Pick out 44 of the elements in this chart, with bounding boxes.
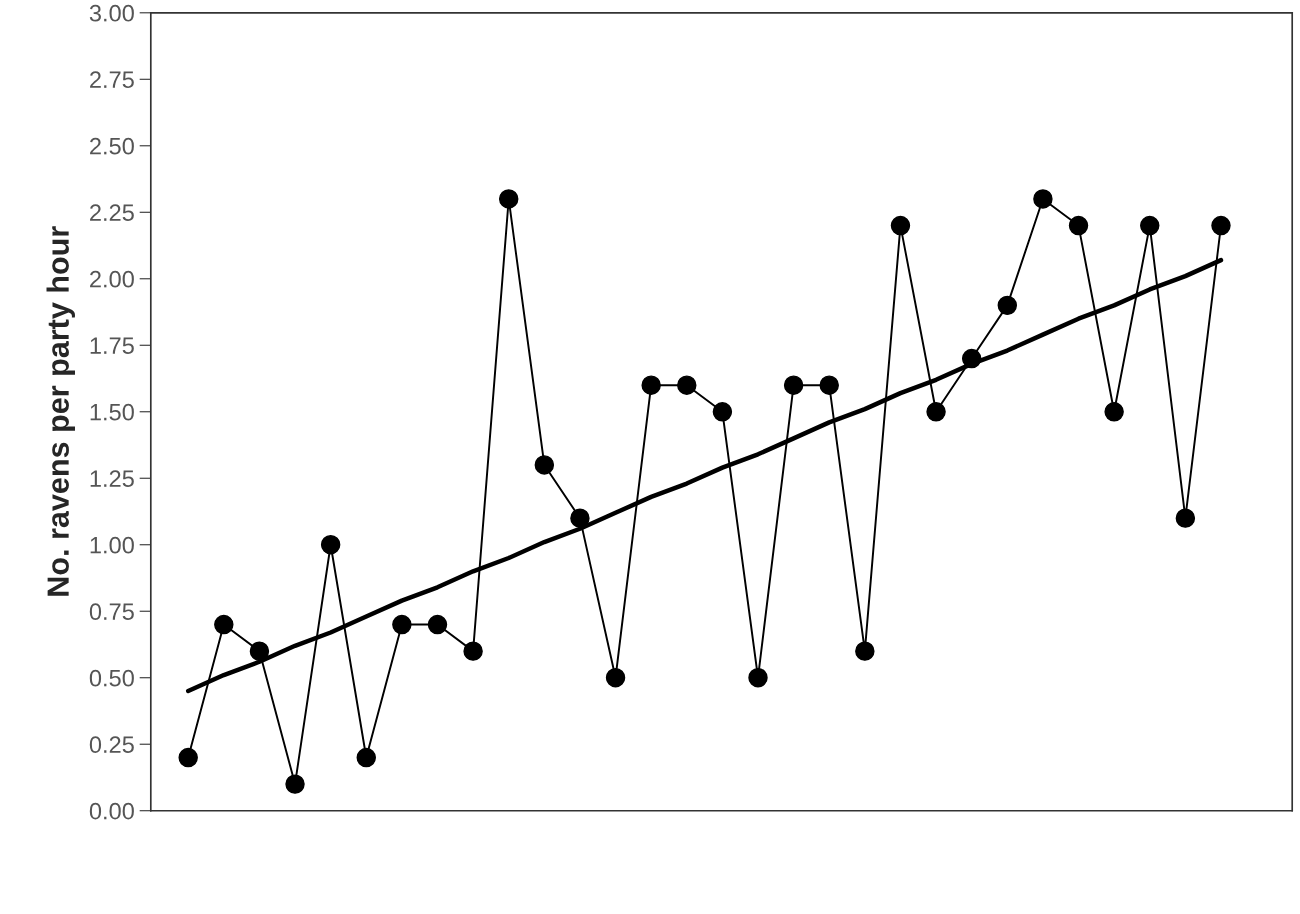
y-tick-label: 0.50 bbox=[89, 669, 134, 687]
point bbox=[1033, 189, 1053, 209]
point bbox=[570, 508, 590, 528]
point bbox=[641, 375, 661, 395]
point bbox=[427, 614, 448, 635]
point bbox=[320, 535, 341, 555]
point bbox=[677, 375, 697, 395]
y-tick-label: 2.75 bbox=[90, 71, 134, 89]
point bbox=[534, 455, 555, 475]
point bbox=[819, 375, 839, 395]
point bbox=[997, 295, 1018, 316]
point bbox=[961, 348, 982, 369]
point bbox=[712, 402, 733, 422]
y-tick-label: 1.75 bbox=[90, 337, 134, 355]
y-tick-label: 1.50 bbox=[90, 403, 134, 421]
y-tick-label: 0.75 bbox=[89, 603, 134, 621]
point bbox=[178, 747, 198, 768]
y-tick-label: 0.00 bbox=[89, 802, 134, 820]
point bbox=[1104, 402, 1124, 422]
point bbox=[498, 189, 519, 209]
point bbox=[926, 402, 946, 422]
point bbox=[748, 668, 768, 688]
point bbox=[890, 215, 911, 236]
y-tick-label: 2.25 bbox=[90, 204, 134, 222]
y-tick-label: 1.25 bbox=[90, 470, 134, 488]
y-tick-label: 2.00 bbox=[90, 270, 134, 288]
point bbox=[356, 747, 376, 768]
point bbox=[392, 614, 412, 635]
point bbox=[855, 641, 875, 661]
point bbox=[1211, 215, 1231, 236]
y-tick-label: 2.50 bbox=[90, 137, 134, 155]
point bbox=[1068, 215, 1089, 236]
y-tick-label: 3.00 bbox=[89, 4, 134, 22]
point bbox=[214, 614, 234, 635]
y-tick-label: 1.00 bbox=[90, 536, 134, 554]
y-tick-label: 0.25 bbox=[89, 736, 134, 754]
point bbox=[249, 641, 270, 661]
point bbox=[463, 641, 483, 661]
point bbox=[1175, 508, 1196, 528]
point bbox=[605, 668, 626, 688]
y-axis-title: No. ravens per party hour bbox=[46, 226, 75, 596]
point bbox=[783, 375, 804, 395]
point bbox=[285, 774, 305, 794]
point bbox=[1140, 215, 1160, 236]
